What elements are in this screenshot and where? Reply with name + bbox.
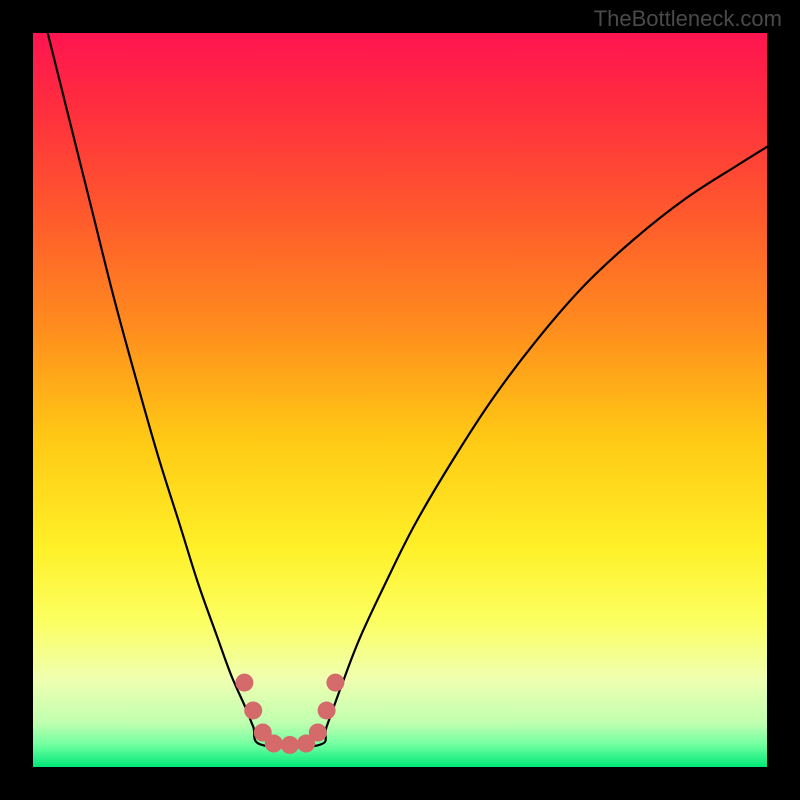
plot-area (33, 33, 767, 767)
marker-dot (326, 674, 344, 692)
marker-dot (318, 701, 336, 719)
watermark-text: TheBottleneck.com (594, 6, 782, 32)
markers-group (235, 674, 344, 754)
marker-dot (281, 736, 299, 754)
marker-dot (265, 735, 283, 753)
marker-dot (235, 674, 253, 692)
marker-dot (244, 701, 262, 719)
curve-layer (33, 33, 767, 767)
marker-dot (309, 724, 327, 742)
bottleneck-curve (48, 33, 767, 747)
